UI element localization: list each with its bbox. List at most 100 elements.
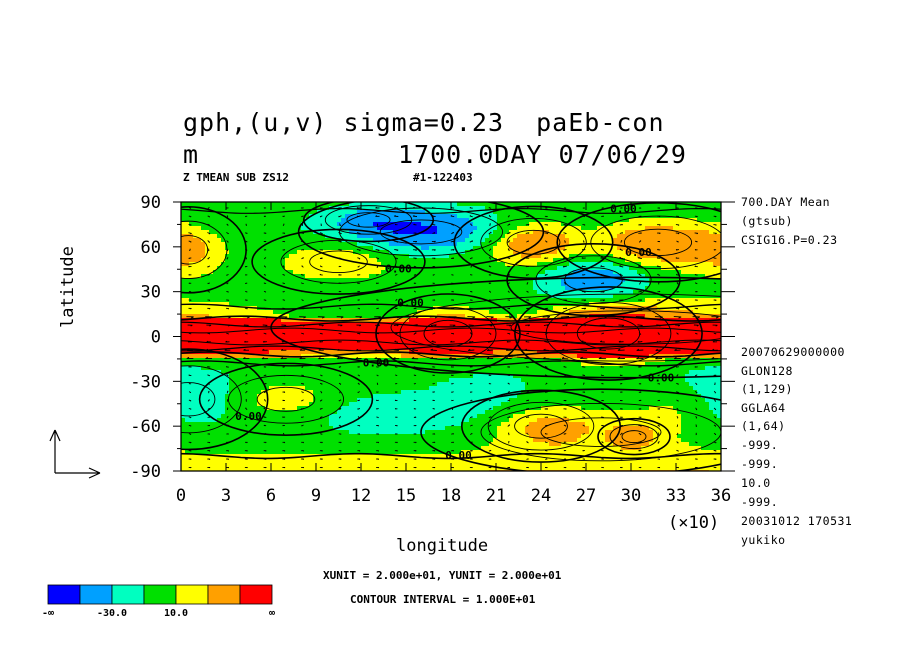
heatmap-cell — [257, 394, 314, 399]
wind-vector — [619, 215, 623, 218]
x-tick-label: 12 — [351, 486, 371, 506]
heatmap-cell — [181, 266, 218, 271]
heatmap-cell — [497, 226, 518, 231]
wind-vector — [562, 265, 568, 268]
wind-vector — [226, 215, 229, 218]
wind-vector — [207, 365, 211, 368]
wind-vector — [449, 324, 456, 327]
heatmap-cell — [497, 426, 526, 431]
wind-vector — [638, 391, 642, 393]
heatmap-cell — [357, 210, 426, 215]
wind-vector — [450, 366, 454, 368]
wind-vector — [507, 432, 510, 436]
side-info-top-1: (gtsub) — [741, 214, 793, 228]
wind-vector — [486, 348, 493, 351]
wind-vector — [375, 282, 379, 284]
wind-vector — [357, 416, 360, 419]
wind-vector — [639, 282, 642, 285]
wind-vector — [526, 366, 529, 368]
wind-vector — [338, 374, 342, 377]
wind-vector — [242, 357, 250, 360]
wind-vector — [226, 332, 229, 335]
heatmap-cell — [181, 218, 306, 223]
wind-vector — [262, 348, 268, 351]
wind-vector — [375, 274, 379, 276]
wind-vector — [545, 207, 548, 209]
wind-vector — [282, 332, 286, 335]
wind-vector — [207, 240, 211, 243]
side-info-top-2: CSIG16.P=0.23 — [741, 233, 838, 247]
wind-vector — [468, 340, 474, 343]
heatmap-cell — [489, 442, 550, 447]
wind-vector — [207, 282, 210, 285]
wind-vector — [207, 248, 210, 252]
wind-vector — [638, 374, 642, 376]
wind-vector — [488, 206, 492, 209]
wind-vector — [582, 449, 585, 452]
wind-vector — [676, 207, 679, 209]
wind-vector — [676, 424, 679, 427]
heatmap-cell — [713, 262, 721, 267]
wind-vector — [282, 299, 285, 301]
heatmap-cell — [373, 246, 422, 251]
heatmap-cell — [185, 450, 462, 455]
wind-vector — [374, 357, 381, 360]
wind-vector — [263, 391, 267, 394]
wind-vector — [319, 215, 323, 218]
wind-vector — [694, 249, 698, 251]
wind-vector — [638, 332, 642, 335]
wind-vector — [581, 307, 587, 310]
wind-vector — [488, 366, 492, 368]
wind-vector — [694, 332, 698, 335]
chart-title-unit: m — [183, 140, 200, 169]
wind-vector — [263, 232, 267, 235]
wind-vector — [563, 416, 567, 419]
wind-vector — [207, 215, 210, 218]
heatmap-cell — [181, 446, 482, 451]
wind-vector — [636, 356, 644, 360]
wind-vector — [713, 366, 717, 368]
contour-line — [181, 452, 721, 460]
wind-vector — [544, 299, 548, 302]
heatmap-cell — [589, 430, 606, 435]
heatmap-cell — [497, 434, 530, 439]
wind-vector — [524, 357, 531, 360]
colorbar-swatch — [175, 584, 209, 605]
wind-vector — [413, 466, 417, 469]
heatmap-cell — [401, 390, 522, 395]
contour-line — [280, 239, 397, 284]
heatmap-cell — [549, 294, 614, 299]
wind-vector — [544, 273, 548, 276]
heatmap-cell — [565, 234, 618, 239]
wind-vector — [599, 324, 606, 327]
heatmap-cell — [645, 274, 706, 279]
wind-vector — [488, 441, 492, 444]
heatmap-cell — [681, 422, 721, 427]
wind-vector — [263, 282, 267, 284]
heatmap-cell — [181, 206, 330, 211]
contour-line — [487, 401, 595, 451]
wind-vector — [263, 407, 267, 410]
heatmap-cell — [229, 386, 270, 391]
wind-vector — [205, 357, 212, 360]
heatmap-cell — [681, 426, 721, 431]
wind-vector — [638, 215, 642, 218]
wind-vector — [357, 257, 361, 260]
heatmap-cell — [181, 438, 494, 443]
wind-vector — [301, 433, 304, 435]
wind-vector — [582, 416, 586, 419]
heatmap-cell — [533, 438, 578, 443]
x-tick-label: 0 — [176, 486, 186, 506]
heatmap-cell — [221, 238, 342, 243]
wind-vector — [448, 356, 456, 360]
wind-vector — [282, 450, 286, 452]
wind-vector — [525, 248, 530, 251]
heatmap-cell — [605, 434, 654, 439]
wind-vector — [543, 348, 550, 351]
wind-vector — [582, 441, 585, 444]
heatmap-cell — [313, 398, 358, 403]
wind-vector — [694, 224, 698, 226]
heatmap-cell — [181, 402, 226, 407]
heatmap-cell — [181, 278, 534, 283]
contour-label: 0.00 — [610, 202, 637, 215]
